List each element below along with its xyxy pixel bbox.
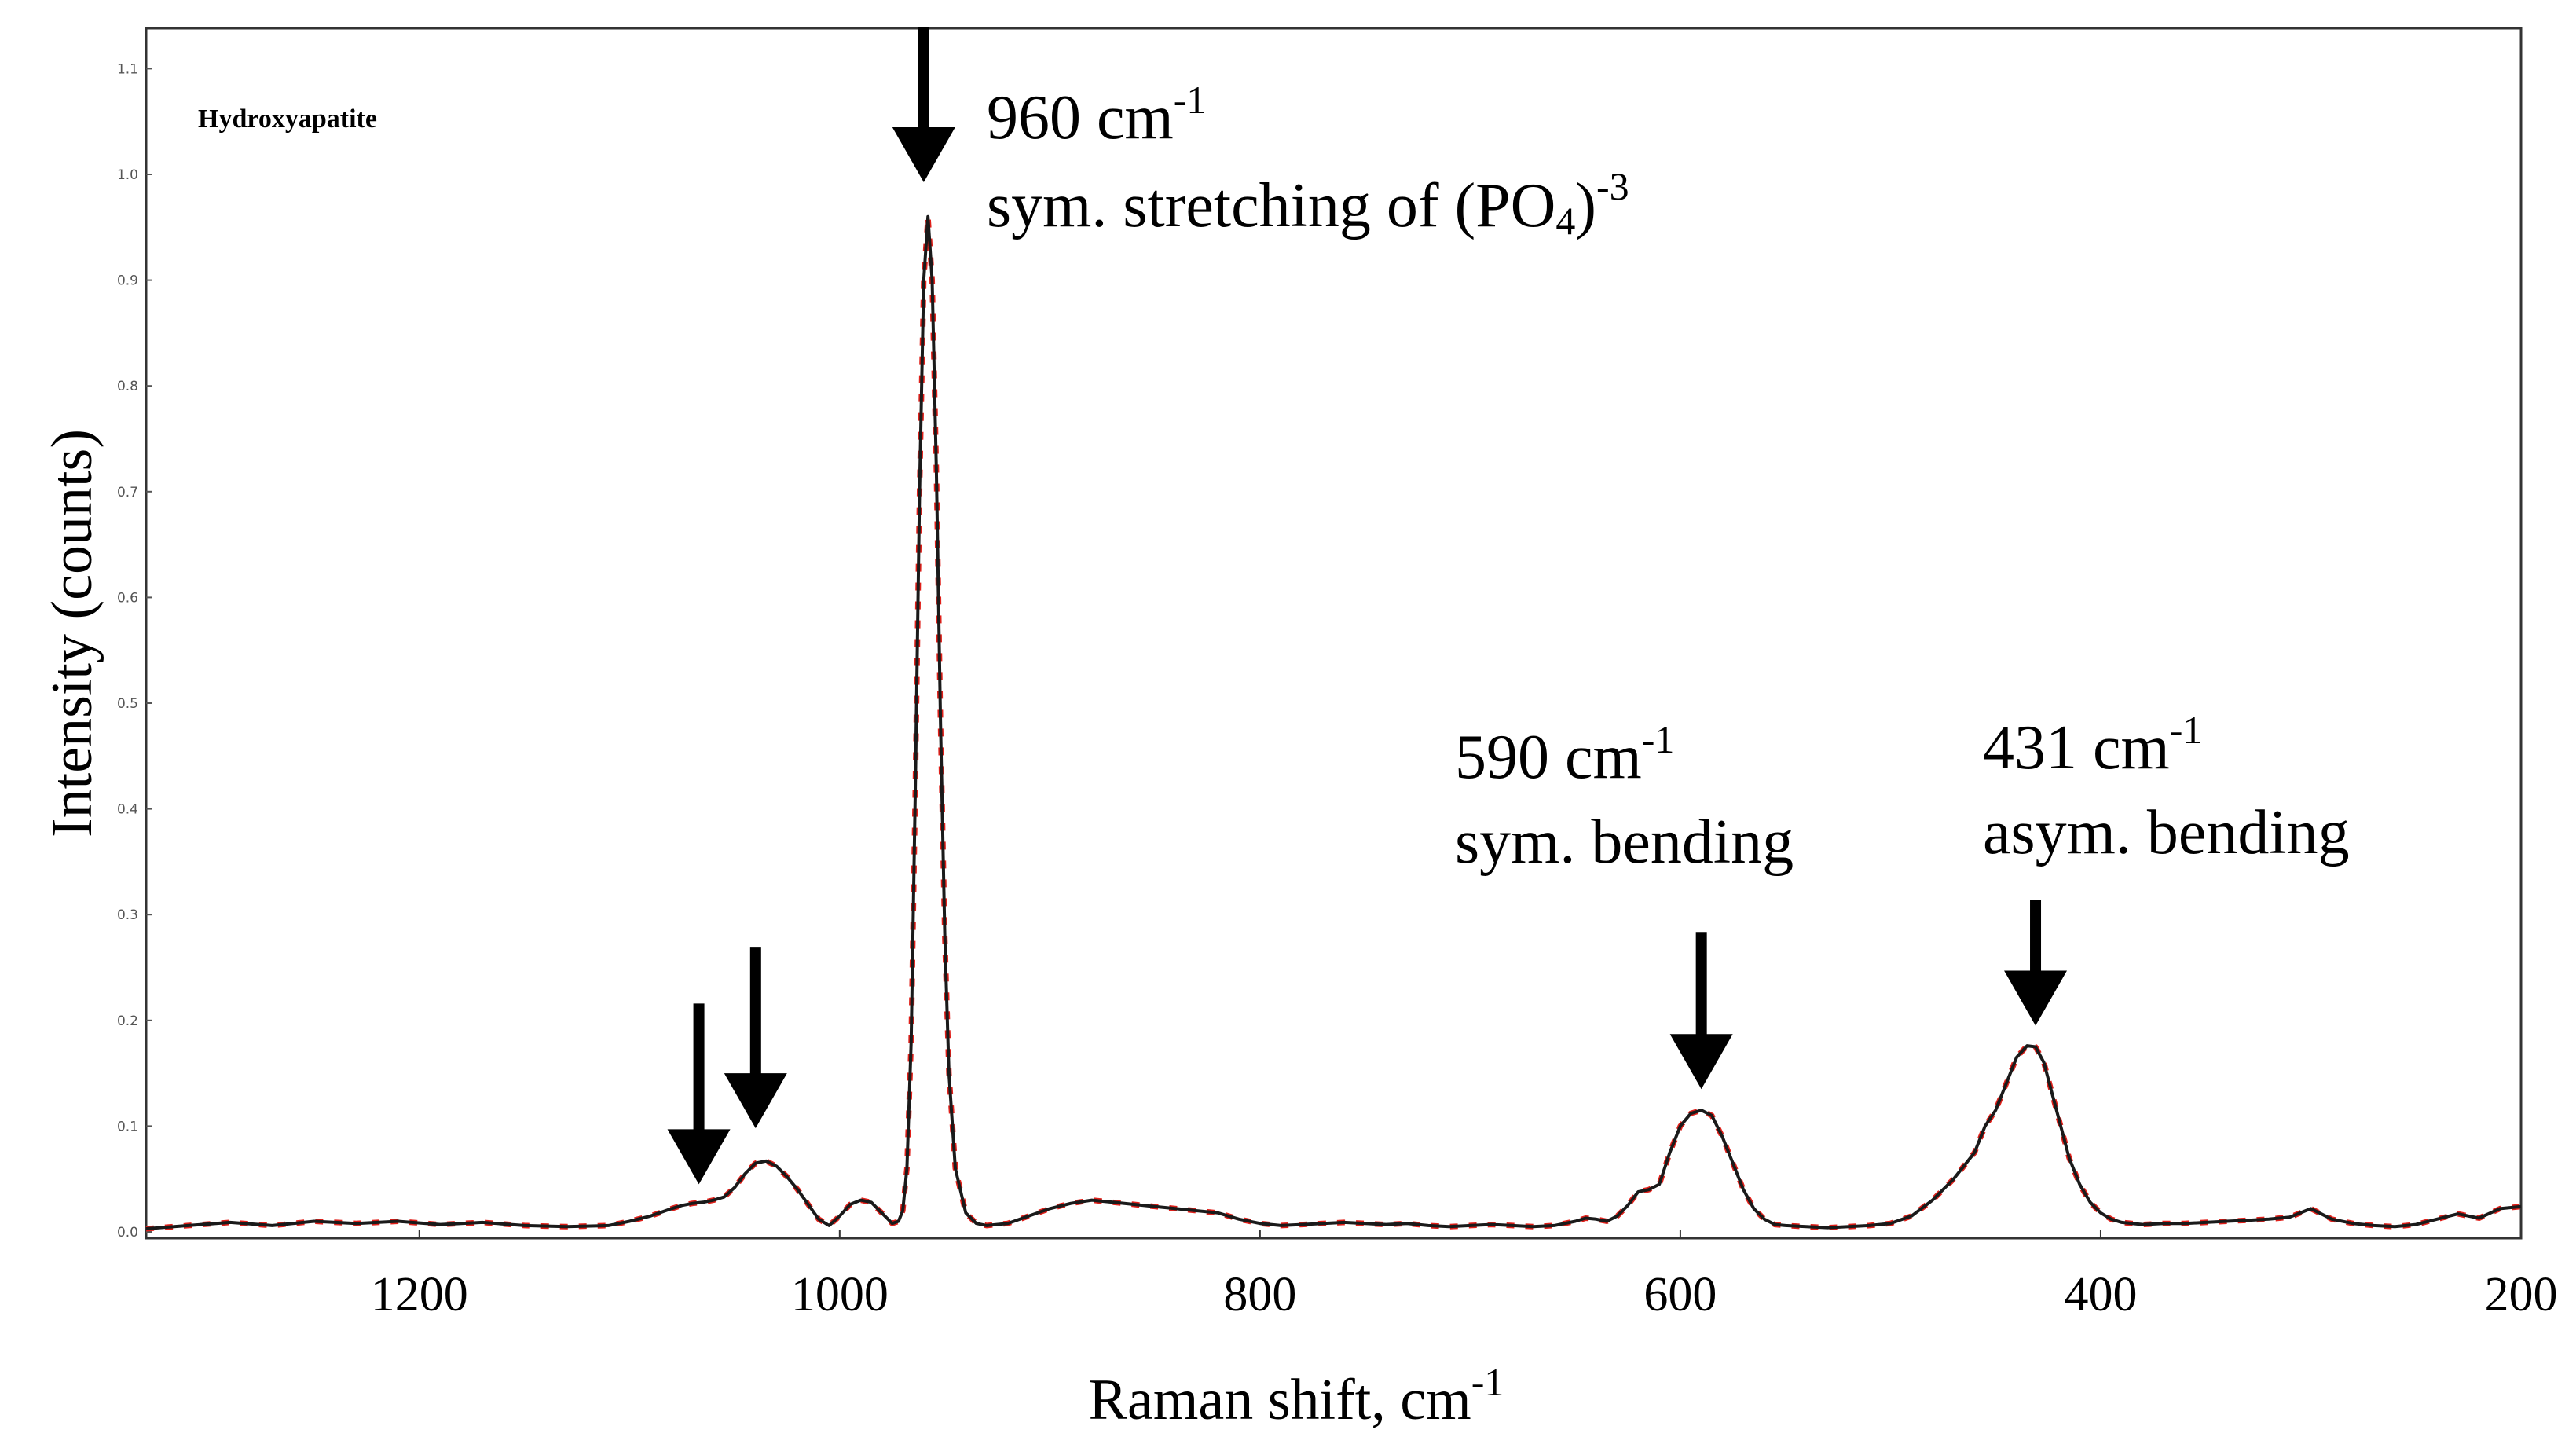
y-tick-label: 0.0 bbox=[117, 1225, 138, 1241]
annotation-arrows bbox=[667, 27, 2068, 1185]
annotation-960-line1: 960 cm-1 bbox=[987, 78, 1206, 152]
annotation-arrow-head bbox=[724, 1073, 787, 1129]
annotation-960-sub: 4 bbox=[1555, 199, 1575, 243]
x-axis-ticks: 1200 1000 800 600 400 200 bbox=[371, 1230, 2558, 1321]
y-tick-label: 1.0 bbox=[117, 167, 138, 183]
x-axis-title-sup: -1 bbox=[1471, 1360, 1504, 1404]
y-tick-label: 1.1 bbox=[117, 61, 138, 77]
annotation-arrow-head bbox=[667, 1129, 731, 1185]
x-tick-label: 200 bbox=[2485, 1268, 2558, 1321]
annotation-960-line2: sym. stretching of (PO4)-3 bbox=[987, 164, 1629, 243]
annotation-arrow-head bbox=[892, 127, 955, 182]
x-axis-title: Raman shift, cm-1 bbox=[1089, 1360, 1504, 1432]
y-axis-title: Intensity (counts) bbox=[40, 429, 104, 837]
plot-area-frame bbox=[145, 27, 2523, 1240]
annotation-590-line1: 590 cm-1 bbox=[1455, 717, 1674, 792]
y-axis-ticks: 0.0 0.1 0.2 0.3 0.4 0.5 0.6 0.7 0.8 0.9 1.0 1.1 bbox=[117, 61, 152, 1241]
y-tick-label: 0.7 bbox=[117, 485, 138, 500]
annotation-590-line2: sym. bending bbox=[1455, 808, 1794, 877]
annotation-960-desc: sym. stretching of (PO bbox=[987, 171, 1555, 240]
y-tick-label: 0.2 bbox=[117, 1013, 138, 1029]
y-tick-label: 0.9 bbox=[117, 273, 138, 289]
y-tick-label: 0.8 bbox=[117, 379, 138, 394]
annotation-960-paren: ) bbox=[1575, 171, 1596, 240]
inset-sample-label: Hydroxyapatite bbox=[198, 104, 377, 134]
x-tick-label: 600 bbox=[1643, 1268, 1717, 1321]
series-group bbox=[145, 214, 2522, 1232]
y-tick-label: 0.5 bbox=[117, 696, 138, 712]
annotation-431-line2: asym. bending bbox=[1983, 798, 2350, 867]
x-tick-label: 1200 bbox=[371, 1268, 468, 1321]
x-tick-label: 400 bbox=[2064, 1268, 2137, 1321]
annotation-590-sup: -1 bbox=[1642, 717, 1675, 761]
y-tick-label: 0.3 bbox=[117, 907, 138, 923]
y-tick-label: 0.4 bbox=[117, 802, 138, 818]
annotation-arrow-head bbox=[2004, 970, 2068, 1026]
x-tick-label: 800 bbox=[1223, 1268, 1296, 1321]
annotation-960-charge: -3 bbox=[1596, 164, 1629, 208]
annotation-431-line1: 431 cm-1 bbox=[1983, 708, 2202, 782]
annotation-431-value: 431 cm bbox=[1983, 713, 2170, 782]
annotation-590-value: 590 cm bbox=[1455, 723, 1642, 792]
x-tick-label: 1000 bbox=[791, 1268, 889, 1321]
y-tick-label: 0.1 bbox=[117, 1119, 138, 1134]
annotation-431-sup: -1 bbox=[2170, 708, 2203, 752]
annotation-arrow-head bbox=[1669, 1034, 1733, 1090]
y-tick-label: 0.6 bbox=[117, 590, 138, 606]
x-axis-title-text: Raman shift, cm bbox=[1089, 1368, 1471, 1432]
annotation-960-value: 960 cm bbox=[987, 83, 1174, 152]
series-line bbox=[145, 214, 2522, 1230]
annotation-960-sup: -1 bbox=[1174, 78, 1207, 122]
